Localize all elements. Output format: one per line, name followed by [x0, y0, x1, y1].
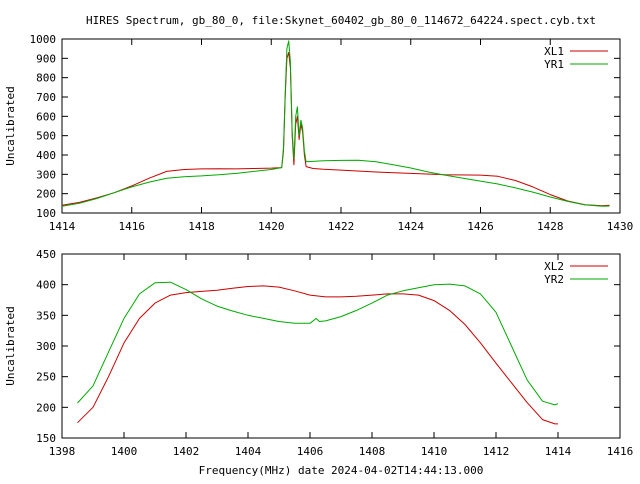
x-tick-label: 1408: [359, 445, 386, 458]
y-tick-label: 800: [36, 72, 56, 85]
x-tick-label: 1430: [607, 220, 634, 233]
legend-label-yr1: YR1: [544, 58, 564, 71]
x-tick-label: 1428: [537, 220, 564, 233]
x-tick-label: 1416: [607, 445, 634, 458]
y-tick-label: 450: [36, 248, 56, 261]
legend-label-xl2: XL2: [544, 260, 564, 273]
plot-frame: [61, 253, 621, 439]
x-tick-label: 1424: [398, 220, 425, 233]
x-tick-label: 1422: [328, 220, 355, 233]
x-tick-label: 1410: [421, 445, 448, 458]
y-axis-label: Uncalibrated: [4, 86, 17, 165]
series-line-xl1: [61, 52, 610, 207]
x-tick-label: 1416: [119, 220, 146, 233]
y-tick-label: 250: [36, 371, 56, 384]
y-tick-label: 600: [36, 110, 56, 123]
x-tick-label: 1426: [467, 220, 494, 233]
x-tick-label: 1412: [483, 445, 510, 458]
y-tick-label: 300: [36, 340, 56, 353]
y-tick-label: 200: [36, 188, 56, 201]
y-tick-label: 300: [36, 168, 56, 181]
x-tick-label: 1404: [235, 445, 262, 458]
y-tick-label: 1000: [30, 33, 57, 46]
y-tick-label: 700: [36, 91, 56, 104]
x-tick-label: 1414: [49, 220, 76, 233]
chart-title: HIRES Spectrum, gb_80_0, file:Skynet_604…: [86, 14, 596, 27]
series-line-yr1: [61, 40, 610, 207]
y-tick-label: 900: [36, 52, 56, 65]
x-tick-label: 1418: [188, 220, 215, 233]
legend-label-yr2: YR2: [544, 273, 564, 286]
x-tick-label: 1400: [111, 445, 138, 458]
y-tick-label: 150: [36, 432, 56, 445]
y-tick-label: 350: [36, 309, 56, 322]
y-tick-label: 200: [36, 401, 56, 414]
y-tick-label: 400: [36, 279, 56, 292]
x-tick-label: 1398: [49, 445, 76, 458]
y-tick-label: 400: [36, 149, 56, 162]
x-axis-label: Frequency(MHz) date 2024-04-02T14:44:13.…: [199, 464, 484, 477]
x-tick-label: 1414: [545, 445, 572, 458]
x-tick-label: 1420: [258, 220, 285, 233]
plot-frame: [61, 38, 621, 214]
series-line-yr2: [77, 281, 559, 406]
y-tick-label: 500: [36, 130, 56, 143]
legend-label-xl1: XL1: [544, 45, 564, 58]
y-axis-label: Uncalibrated: [4, 306, 17, 385]
x-tick-label: 1406: [297, 445, 324, 458]
x-tick-label: 1402: [173, 445, 200, 458]
y-tick-label: 100: [36, 207, 56, 220]
series-line-xl2: [77, 285, 558, 425]
